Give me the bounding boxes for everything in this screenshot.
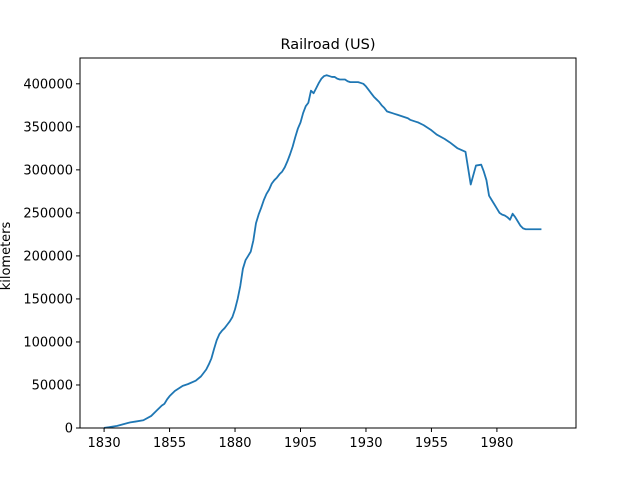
y-tick-label: 350000 <box>23 120 73 135</box>
x-tick-label: 1905 <box>284 436 317 451</box>
x-tick-label: 1955 <box>415 436 448 451</box>
axis-ticks: 1830 1855 1880 1905 1930 1955 1980 0 50000 100000… <box>23 77 513 451</box>
chart-title: Railroad (US) <box>280 37 375 53</box>
y-tick-label: 0 <box>65 422 73 437</box>
y-tick-label: 250000 <box>23 206 73 221</box>
y-tick-label: 300000 <box>23 163 73 178</box>
y-tick-label: 200000 <box>23 249 73 264</box>
x-tick-label: 1980 <box>480 436 513 451</box>
y-axis-label: kilometers <box>0 221 14 290</box>
y-tick-label: 400000 <box>23 77 73 92</box>
series-line-0 <box>103 74 542 429</box>
y-tick-label: 150000 <box>23 292 73 307</box>
x-tick-label: 1830 <box>88 436 121 451</box>
plot-frame <box>79 57 577 429</box>
x-tick-label: 1880 <box>218 436 251 451</box>
x-tick-label: 1855 <box>153 436 186 451</box>
x-tick-label: 1930 <box>349 436 382 451</box>
y-tick-label: 100000 <box>23 335 73 350</box>
y-tick-label: 50000 <box>32 378 73 393</box>
plot-area <box>103 74 542 429</box>
